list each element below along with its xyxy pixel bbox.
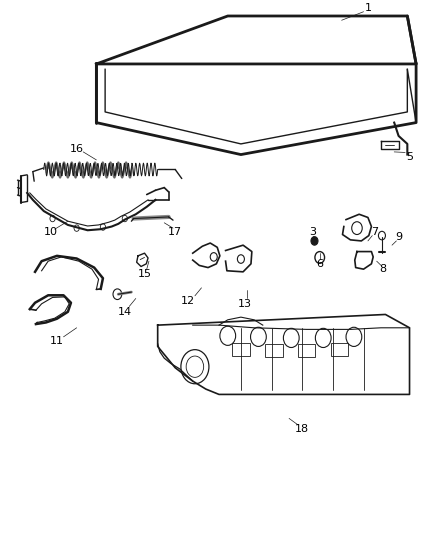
Text: 9: 9 [395,232,402,242]
Text: 5: 5 [406,152,413,162]
Bar [265,344,283,357]
Text: 12: 12 [181,296,195,306]
Bar [232,343,250,356]
Text: 14: 14 [118,307,132,317]
Text: 10: 10 [43,227,57,237]
Text: 18: 18 [295,424,309,434]
Text: 3: 3 [310,227,317,237]
Text: 8: 8 [380,264,387,274]
Bar [331,343,348,356]
Bar [298,344,315,357]
Text: 17: 17 [168,227,182,237]
Text: 13: 13 [238,299,252,309]
Text: 15: 15 [138,270,152,279]
Circle shape [311,237,318,245]
Text: 7: 7 [371,227,378,237]
Text: 6: 6 [316,259,323,269]
Text: 1: 1 [364,3,371,13]
Text: 16: 16 [70,144,84,154]
Text: 11: 11 [50,336,64,346]
